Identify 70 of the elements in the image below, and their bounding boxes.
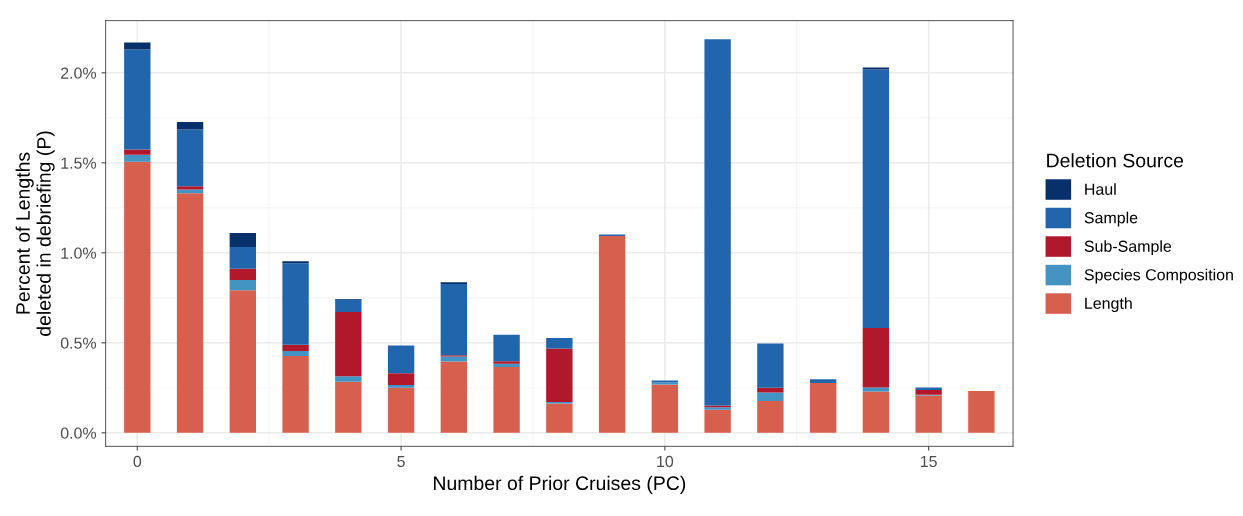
bar bbox=[862, 327, 890, 388]
bar bbox=[968, 390, 995, 433]
bar bbox=[651, 384, 679, 433]
y-axis-title: Percent of Lengths deleted in debriefing (P) bbox=[15, 131, 55, 336]
bar bbox=[335, 381, 362, 433]
bar bbox=[809, 379, 837, 383]
y-tick-label: 1.5% bbox=[61, 157, 97, 169]
bar bbox=[282, 350, 309, 356]
bar bbox=[176, 186, 204, 190]
x-axis-title: Number of Prior Cruises (PC) bbox=[434, 475, 686, 494]
legend-label: Sub-Sample bbox=[1084, 240, 1172, 256]
bar bbox=[862, 387, 890, 392]
bar bbox=[546, 403, 573, 433]
bar bbox=[387, 387, 415, 433]
bar bbox=[440, 283, 468, 356]
bar bbox=[915, 387, 942, 390]
legend-label: Haul bbox=[1085, 183, 1116, 195]
bar bbox=[757, 343, 784, 388]
bar bbox=[124, 149, 151, 155]
bar bbox=[335, 299, 362, 312]
bar bbox=[598, 236, 626, 433]
bar bbox=[862, 67, 890, 70]
bar bbox=[124, 154, 151, 162]
bar bbox=[493, 334, 520, 362]
x-tick-label: 15 bbox=[920, 455, 937, 468]
bar bbox=[335, 311, 362, 377]
bar bbox=[387, 373, 415, 385]
bar bbox=[229, 290, 257, 433]
bar bbox=[862, 391, 890, 433]
bar bbox=[229, 233, 257, 247]
y-tick-label: 0.5% bbox=[60, 337, 97, 349]
bar bbox=[704, 409, 731, 433]
legend-label: Species Composition bbox=[1084, 268, 1233, 284]
x-tick-label: 5 bbox=[397, 455, 405, 468]
bar bbox=[757, 392, 784, 401]
legend-label: Sample bbox=[1084, 211, 1138, 227]
bar bbox=[176, 129, 204, 187]
bar bbox=[387, 345, 415, 374]
bar bbox=[176, 189, 204, 194]
bar bbox=[440, 361, 468, 433]
x-tick-label: 10 bbox=[657, 455, 674, 468]
bar bbox=[757, 387, 784, 393]
bar bbox=[809, 382, 837, 433]
bar bbox=[440, 356, 468, 362]
bar bbox=[862, 69, 890, 328]
bar bbox=[176, 121, 204, 130]
bar bbox=[229, 268, 257, 281]
bar bbox=[282, 344, 309, 351]
bar bbox=[915, 390, 942, 395]
y-tick-label: 0.0% bbox=[60, 427, 97, 439]
bar bbox=[282, 355, 309, 433]
bar bbox=[915, 395, 942, 433]
bar bbox=[176, 193, 204, 433]
legend-label: Length bbox=[1085, 297, 1132, 313]
bar bbox=[335, 376, 362, 382]
bar bbox=[704, 39, 731, 406]
y-tick-label: 1.0% bbox=[61, 247, 97, 259]
bar bbox=[282, 263, 309, 345]
bar bbox=[229, 246, 257, 269]
x-tick-label: 0 bbox=[133, 455, 142, 468]
bar bbox=[124, 49, 151, 150]
bar bbox=[546, 337, 573, 349]
y-tick-label: 2.0% bbox=[61, 67, 97, 79]
bar bbox=[387, 384, 415, 388]
bar bbox=[757, 400, 784, 433]
bar bbox=[124, 161, 151, 433]
bar bbox=[493, 366, 520, 433]
legend-title: Deletion Source bbox=[1047, 153, 1184, 168]
bar bbox=[546, 348, 573, 402]
bar bbox=[229, 280, 257, 291]
